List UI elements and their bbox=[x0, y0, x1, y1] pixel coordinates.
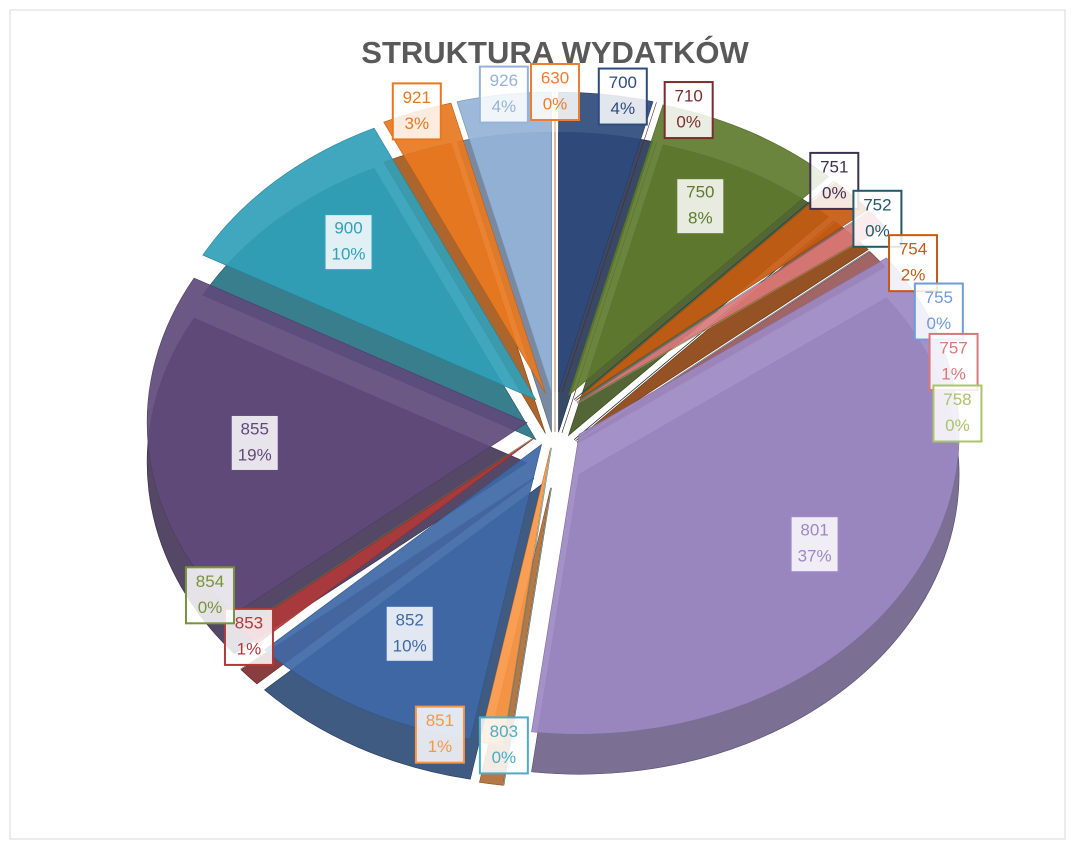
data-label-box bbox=[391, 82, 442, 141]
data-label-value: 1% bbox=[237, 639, 262, 658]
data-label-value: 0% bbox=[198, 598, 223, 617]
data-label-value: 0% bbox=[822, 183, 847, 202]
data-label-category: 921 bbox=[403, 88, 431, 107]
data-label-category: 801 bbox=[800, 521, 828, 540]
data-label-box bbox=[675, 177, 726, 236]
data-label-category: 700 bbox=[609, 73, 637, 92]
data-label-box bbox=[809, 151, 860, 210]
data-label-box bbox=[229, 413, 280, 472]
data-label-value: 0% bbox=[945, 416, 970, 435]
data-label-value: 10% bbox=[332, 245, 366, 264]
data-label-category: 710 bbox=[675, 87, 703, 106]
data-label-value: 0% bbox=[927, 314, 952, 333]
data-label-category: 900 bbox=[334, 219, 362, 238]
data-label-category: 854 bbox=[196, 572, 224, 591]
data-label-category: 630 bbox=[541, 68, 569, 87]
data-label-value: 0% bbox=[543, 94, 568, 113]
data-label-category: 758 bbox=[943, 390, 971, 409]
data-label-category: 750 bbox=[686, 183, 714, 202]
data-label-category: 853 bbox=[235, 613, 263, 632]
data-label-category: 852 bbox=[396, 610, 424, 629]
data-label-value: 4% bbox=[611, 99, 636, 118]
data-label-category: 855 bbox=[241, 419, 269, 438]
data-label-value: 0% bbox=[865, 221, 890, 240]
data-label-value: 8% bbox=[688, 209, 713, 228]
data-label-value: 0% bbox=[492, 748, 517, 767]
data-label-box bbox=[932, 384, 983, 443]
data-label-box bbox=[663, 81, 714, 140]
data-label-value: 2% bbox=[901, 266, 926, 285]
data-label-category: 751 bbox=[820, 157, 848, 176]
data-label-category: 926 bbox=[490, 71, 518, 90]
data-label-box bbox=[928, 332, 979, 391]
data-label-box bbox=[888, 234, 939, 293]
labels: 630 0% 700 4% 710 0% 750 8% 751 0% 752 0% 754 2% 755 0%… bbox=[184, 63, 983, 775]
data-label-category: 755 bbox=[925, 288, 953, 307]
data-label-value: 1% bbox=[428, 737, 453, 756]
data-label-box bbox=[184, 566, 235, 625]
data-label-category: 754 bbox=[899, 240, 927, 259]
slices bbox=[146, 91, 960, 786]
data-label-value: 4% bbox=[492, 97, 517, 116]
data-label-box bbox=[414, 705, 465, 764]
data-label-box bbox=[384, 604, 435, 663]
data-label-value: 3% bbox=[405, 114, 430, 133]
data-label-category: 752 bbox=[863, 195, 891, 214]
data-label-value: 0% bbox=[676, 113, 701, 132]
data-label-box bbox=[597, 67, 648, 126]
data-label-box bbox=[478, 716, 529, 775]
data-label-value: 1% bbox=[941, 364, 966, 383]
data-label-category: 803 bbox=[490, 722, 518, 741]
data-label-box bbox=[323, 213, 374, 272]
data-label-category: 757 bbox=[939, 338, 967, 357]
data-label-value: 37% bbox=[798, 547, 832, 566]
data-label-box bbox=[913, 282, 964, 341]
slice bbox=[561, 102, 657, 393]
data-label-value: 19% bbox=[238, 445, 272, 464]
slice-side bbox=[576, 250, 870, 443]
data-label-box bbox=[478, 65, 529, 124]
data-label-category: 851 bbox=[426, 711, 454, 730]
data-label-box bbox=[530, 63, 580, 121]
data-label-box bbox=[789, 515, 840, 574]
data-label-value: 10% bbox=[393, 636, 427, 655]
